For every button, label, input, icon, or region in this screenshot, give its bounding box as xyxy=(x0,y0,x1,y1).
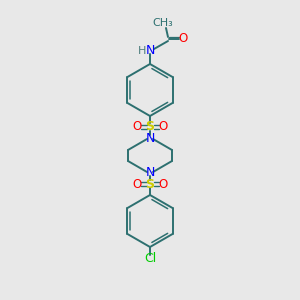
Text: N: N xyxy=(145,44,155,58)
Text: S: S xyxy=(146,121,154,134)
Text: S: S xyxy=(146,178,154,190)
Text: O: O xyxy=(178,32,188,46)
Text: CH₃: CH₃ xyxy=(153,18,173,28)
Text: N: N xyxy=(145,166,155,178)
Text: O: O xyxy=(158,121,168,134)
Text: N: N xyxy=(145,133,155,146)
Text: O: O xyxy=(132,178,142,190)
Text: H: H xyxy=(138,46,146,56)
Text: Cl: Cl xyxy=(144,253,156,266)
Text: O: O xyxy=(132,121,142,134)
Text: O: O xyxy=(158,178,168,190)
